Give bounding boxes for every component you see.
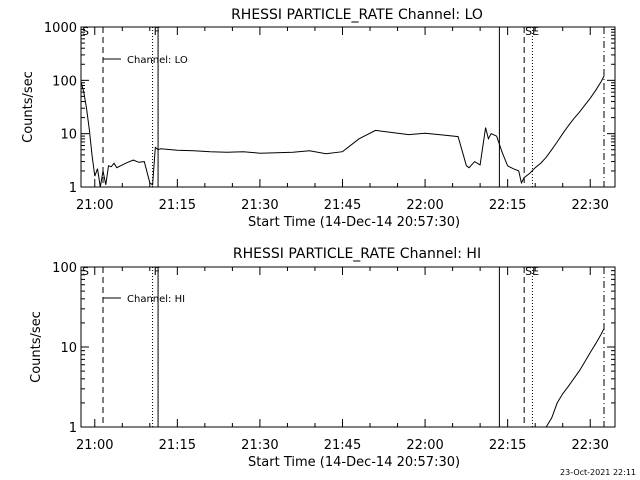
plot-frame [80, 26, 616, 188]
y-tick-label: 1 [69, 181, 77, 196]
x-tick-label: 21:00 [76, 438, 113, 453]
x-tick-label: 22:30 [571, 198, 608, 213]
x-tick-label: 21:00 [76, 198, 113, 213]
legend-label: Channel: LO [127, 55, 188, 66]
x-tick-label: 22:30 [571, 438, 608, 453]
y-tick-label: 10 [60, 128, 77, 143]
x-axis-label: Start Time (14-Dec-14 20:57:30) [248, 215, 460, 230]
marker-label: S [82, 265, 89, 278]
x-tick-label: 21:30 [241, 198, 278, 213]
marker-label: SE [525, 265, 539, 278]
chart-title: RHESSI PARTICLE_RATE Channel: HI [233, 246, 481, 262]
chart-title: RHESSI PARTICLE_RATE Channel: LO [231, 7, 483, 23]
x-tick-label: 22:00 [406, 198, 443, 213]
x-tick-label: 21:15 [159, 438, 196, 453]
chart-hi-panel: RHESSI PARTICLE_RATE Channel: HI 1 10 100 21… [29, 246, 616, 470]
x-tick-label: 22:00 [406, 438, 443, 453]
marker-label: F [154, 265, 160, 278]
marker-label: F [154, 25, 160, 38]
x-tick-label: 21:30 [241, 438, 278, 453]
y-tick-label: 10 [60, 341, 77, 356]
series-line [545, 328, 605, 428]
x-tick-label: 21:15 [159, 198, 196, 213]
marker-label: S [82, 25, 89, 38]
y-tick-label: 1000 [44, 21, 77, 36]
legend-label: Channel: HI [127, 294, 185, 305]
marker-label: SE [525, 25, 539, 38]
y-tick-label: 1 [69, 421, 77, 436]
x-tick-label: 22:15 [489, 438, 526, 453]
x-tick-label: 21:45 [324, 438, 361, 453]
chart-lo-panel: RHESSI PARTICLE_RATE Channel: LO 1 10 100 10… [21, 7, 616, 230]
y-tick-label: 100 [52, 74, 77, 89]
footer-timestamp: 23-Oct-2021 22:11 [560, 468, 636, 477]
y-axis-label: Counts/sec [21, 71, 36, 143]
y-axis-label: Counts/sec [29, 311, 44, 383]
y-tick-label: 100 [52, 261, 77, 276]
x-tick-label: 21:45 [324, 198, 361, 213]
x-tick-label: 22:15 [489, 198, 526, 213]
series-line [80, 75, 605, 188]
x-axis-label: Start Time (14-Dec-14 20:57:30) [248, 455, 460, 470]
